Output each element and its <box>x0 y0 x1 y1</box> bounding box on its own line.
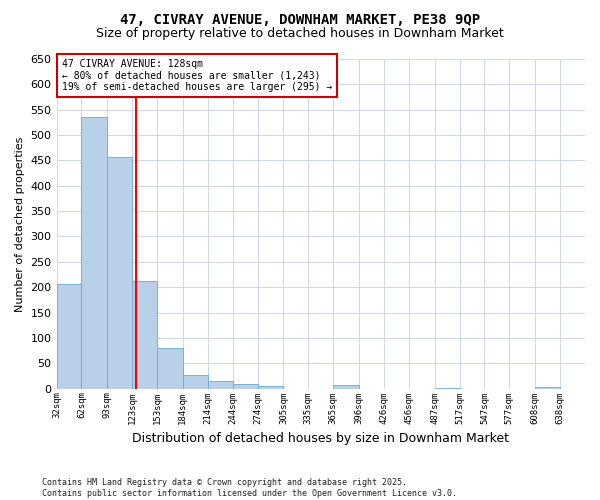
Text: Contains HM Land Registry data © Crown copyright and database right 2025.
Contai: Contains HM Land Registry data © Crown c… <box>42 478 457 498</box>
Bar <box>132 281 157 388</box>
Bar <box>257 386 283 388</box>
Bar <box>157 348 183 389</box>
Bar <box>208 381 233 388</box>
Bar <box>535 387 560 388</box>
Y-axis label: Number of detached properties: Number of detached properties <box>15 136 25 312</box>
X-axis label: Distribution of detached houses by size in Downham Market: Distribution of detached houses by size … <box>132 432 509 445</box>
Bar <box>107 157 132 388</box>
Text: Size of property relative to detached houses in Downham Market: Size of property relative to detached ho… <box>96 28 504 40</box>
Bar <box>333 385 359 388</box>
Bar <box>82 118 107 388</box>
Bar <box>233 384 257 388</box>
Text: 47 CIVRAY AVENUE: 128sqm
← 80% of detached houses are smaller (1,243)
19% of sem: 47 CIVRAY AVENUE: 128sqm ← 80% of detach… <box>62 59 332 92</box>
Bar <box>183 375 208 388</box>
Text: 47, CIVRAY AVENUE, DOWNHAM MARKET, PE38 9QP: 47, CIVRAY AVENUE, DOWNHAM MARKET, PE38 … <box>120 12 480 26</box>
Bar <box>56 284 82 389</box>
